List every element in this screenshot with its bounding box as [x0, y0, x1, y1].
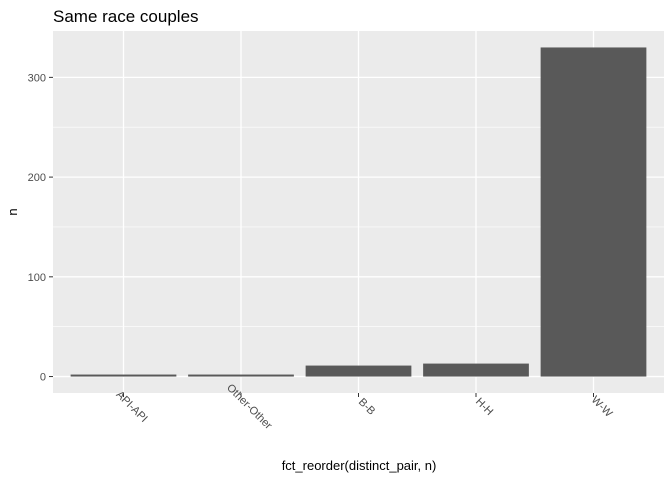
x-tick-label: W-W: [589, 394, 615, 420]
bar: [305, 365, 412, 377]
bar: [423, 363, 529, 377]
y-tick-label: 100: [28, 272, 46, 284]
y-tick-label: 300: [28, 72, 46, 84]
y-tick-label: 0: [40, 372, 46, 384]
x-tick-label: B-B: [356, 396, 377, 417]
y-axis-label: n: [5, 208, 20, 215]
y-tick-label: 200: [28, 172, 46, 184]
chart-title: Same race couples: [53, 7, 199, 26]
x-tick-label: H-H: [473, 396, 495, 418]
x-tick-label: API-API: [114, 389, 150, 425]
y-axis-ticks: 0 100 200 300: [28, 72, 53, 384]
bar: [188, 374, 294, 377]
x-axis-label: fct_reorder(distinct_pair, n): [282, 458, 437, 473]
bar: [540, 47, 647, 377]
bars: [70, 47, 647, 377]
bar: [70, 374, 177, 377]
